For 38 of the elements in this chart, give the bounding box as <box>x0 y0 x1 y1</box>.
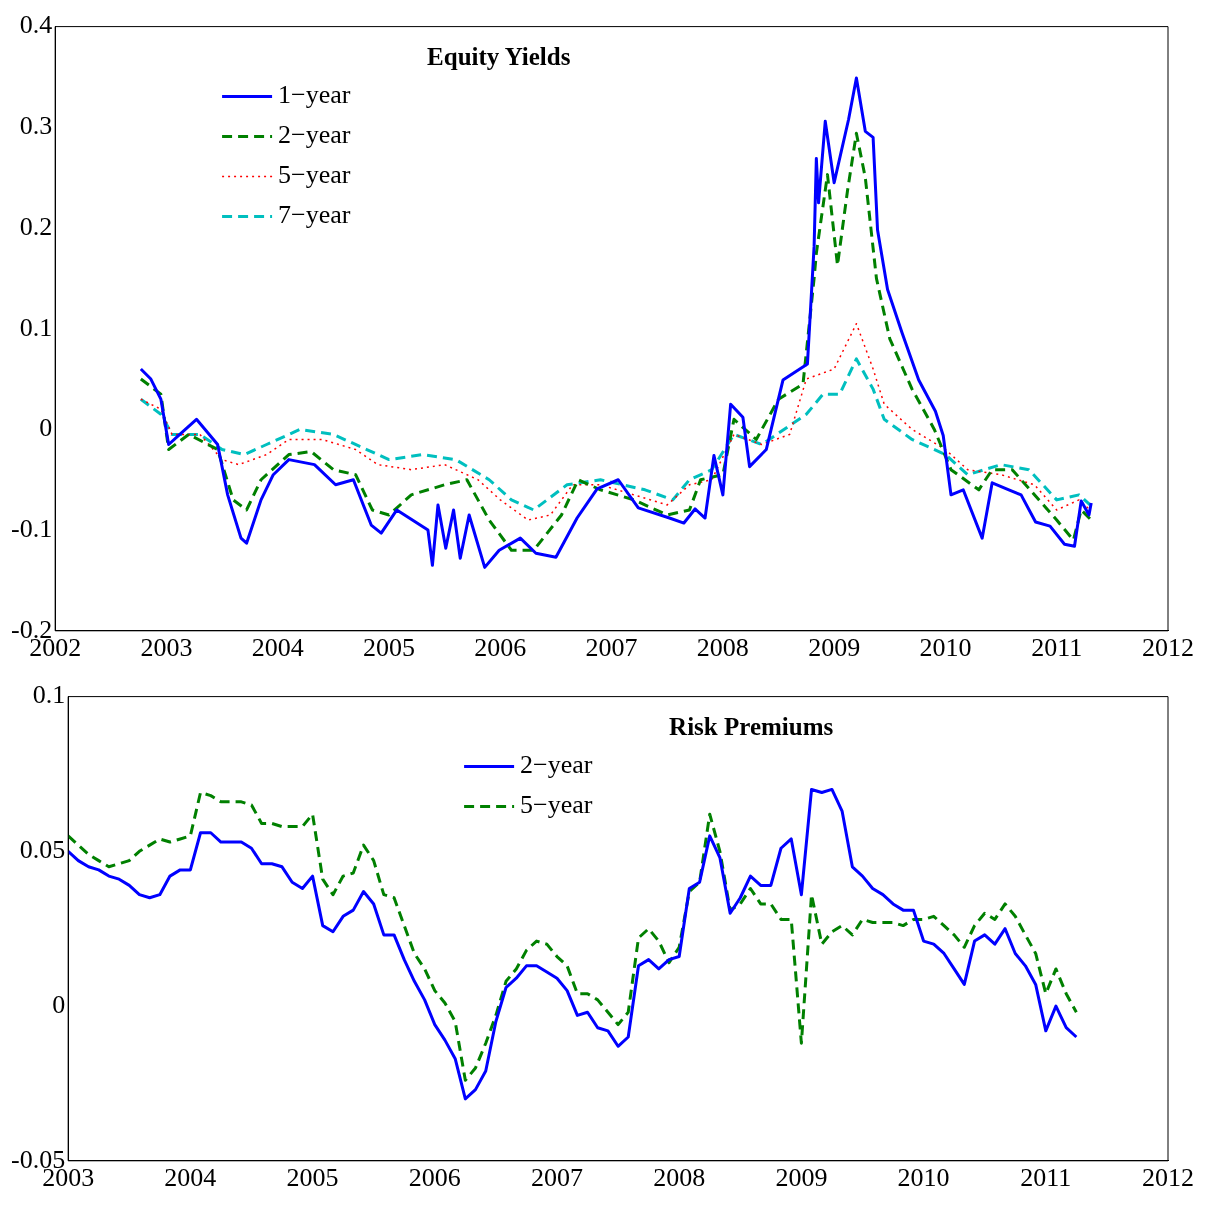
x-tick-label: 2012 <box>1142 1163 1194 1193</box>
x-tick-label: 2011 <box>1031 633 1083 663</box>
x-tick-label: 2010 <box>897 1163 950 1193</box>
x-tick-label: 2004 <box>251 633 304 663</box>
y-tick-label: 0 <box>52 989 66 1019</box>
line-series <box>140 322 1091 521</box>
x-tick-label: 2006 <box>474 633 527 663</box>
y-tick-label: 0 <box>39 413 53 443</box>
legend-title: Risk Premiums <box>669 713 834 741</box>
x-tick-label: 2009 <box>808 633 861 663</box>
x-tick-label: 2012 <box>1142 633 1194 663</box>
x-tick-label: 2009 <box>775 1163 828 1193</box>
legend-label: 5−year <box>278 160 351 190</box>
x-tick-label: 2005 <box>286 1163 339 1193</box>
y-tick-label: 0.2 <box>19 211 53 241</box>
x-tick-label: 2003 <box>140 633 193 663</box>
x-tick-label: 2006 <box>408 1163 461 1193</box>
x-tick-label: 2011 <box>1020 1163 1072 1193</box>
x-tick-label: 2004 <box>164 1163 217 1193</box>
y-tick-label: 0.05 <box>19 835 66 865</box>
y-tick-label: 0.3 <box>19 111 53 141</box>
legend-title: Equity Yields <box>427 43 571 71</box>
legend-label: 5−year <box>520 790 593 820</box>
x-tick-label: 2007 <box>585 633 638 663</box>
legend-label: 7−year <box>278 200 351 230</box>
legend-label: 2−year <box>520 750 593 780</box>
x-tick-label: 2008 <box>653 1163 706 1193</box>
x-tick-label: 2008 <box>696 633 749 663</box>
x-tick-label: 2005 <box>363 633 416 663</box>
x-tick-label: 2010 <box>919 633 972 663</box>
legend-label: 2−year <box>278 120 351 150</box>
y-tick-label: 0.1 <box>19 312 53 342</box>
line-series <box>139 357 1092 512</box>
y-tick-label: -0.1 <box>10 513 53 543</box>
legend-label: 1−year <box>278 80 351 110</box>
x-tick-label: 2007 <box>530 1163 583 1193</box>
y-tick-label: 0.1 <box>32 680 66 710</box>
y-tick-label: 0.4 <box>19 10 53 40</box>
